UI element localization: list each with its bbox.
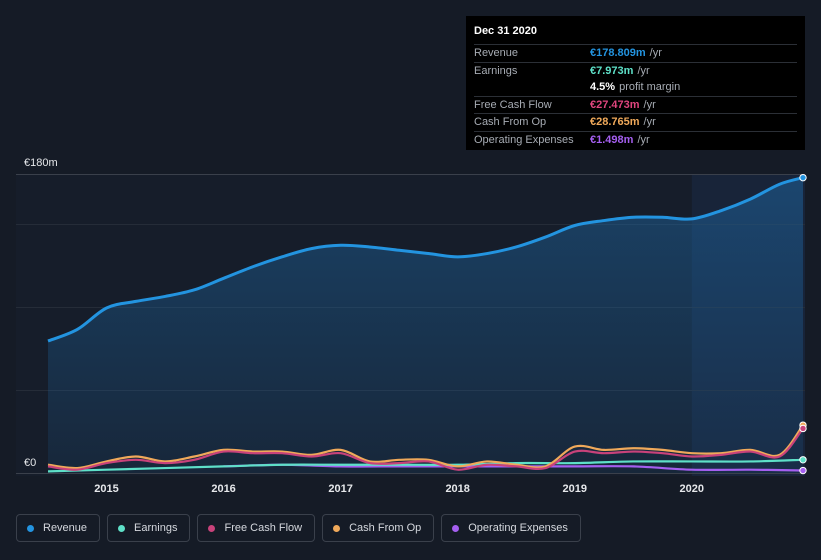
- tooltip-row: Revenue €178.809m/yr: [474, 44, 797, 62]
- tooltip-row-label: Revenue: [474, 47, 519, 59]
- tooltip-row-label: [474, 79, 590, 96]
- x-tick-label: 2018: [445, 483, 469, 495]
- tooltip-row: Earnings €7.973m/yr: [474, 61, 797, 80]
- tooltip-row-unit: profit margin: [619, 81, 681, 93]
- legend-label: Earnings: [134, 522, 178, 534]
- legend-label: Cash From Op: [349, 522, 422, 534]
- tooltip-row-unit: /yr: [637, 64, 650, 77]
- legend-item-operating-expenses[interactable]: Operating Expenses: [441, 514, 581, 542]
- legend-item-revenue[interactable]: Revenue: [16, 514, 101, 542]
- tooltip-date: Dec 31 2020: [474, 25, 537, 37]
- tooltip-row-value: €1.498m: [590, 133, 634, 146]
- tooltip-row: Cash From Op €28.765m/yr: [474, 113, 797, 131]
- legend-label: Free Cash Flow: [224, 522, 303, 534]
- free-cash-flow-endpoint: [799, 424, 807, 433]
- tooltip-row-label: Free Cash Flow: [474, 98, 552, 111]
- free-cash-flow-line: [47, 427, 804, 471]
- legend-dot-icon: [452, 524, 460, 532]
- earnings-line: [47, 458, 804, 473]
- legend-item-earnings[interactable]: Earnings: [107, 514, 191, 542]
- operating-expenses-endpoint: [799, 466, 807, 475]
- legend-label: Revenue: [43, 522, 88, 534]
- earnings-endpoint: [799, 456, 807, 464]
- tooltip-row-value: €178.809m: [590, 47, 646, 59]
- revenue-line: [47, 176, 804, 343]
- tooltip-row: Operating Expenses €1.498m/yr: [474, 130, 797, 149]
- tooltip-row-label: Cash From Op: [474, 116, 547, 128]
- legend-item-free-cash-flow[interactable]: Free Cash Flow: [197, 514, 316, 542]
- legend: Revenue Earnings Free Cash Flow Cash From O…: [16, 514, 581, 542]
- revenue-area: [48, 177, 803, 473]
- tooltip-row-label: Earnings: [474, 64, 518, 77]
- tooltip-row-unit: /yr: [643, 116, 656, 128]
- cash-from-op-line: [47, 424, 804, 470]
- tooltip-row-value: 4.5%: [590, 81, 616, 93]
- x-tick-label: 2015: [94, 483, 118, 495]
- tooltip-row-label: Operating Expenses: [474, 133, 574, 146]
- legend-label: Operating Expenses: [468, 522, 568, 534]
- x-tick-label: 2020: [680, 483, 704, 495]
- y-tick-label-bottom: €0: [24, 457, 36, 469]
- tooltip-row-unit: /yr: [643, 98, 656, 111]
- legend-dot-icon: [208, 524, 216, 532]
- revenue-endpoint: [799, 173, 807, 182]
- legend-dot-icon: [118, 524, 126, 532]
- chart: €180m €0 2015 2016 2017 2018 2019 2020: [16, 157, 807, 495]
- x-tick-label: 2019: [563, 483, 587, 495]
- legend-dot-icon: [333, 524, 341, 532]
- x-tick-label: 2017: [328, 483, 352, 495]
- series-layer: [47, 173, 807, 475]
- tooltip-rows: Revenue €178.809m/yr Earnings €7.973m/yr 4.5…: [474, 44, 797, 148]
- x-tick-label: 2016: [211, 483, 235, 495]
- tooltip-row-value: €27.473m: [590, 98, 640, 111]
- tooltip: Dec 31 2020 Revenue €178.809m/yr Earnings €…: [466, 16, 805, 150]
- tooltip-row: Free Cash Flow €27.473m/yr: [474, 95, 797, 114]
- legend-dot-icon: [27, 524, 34, 532]
- tooltip-row: 4.5% profit margin: [474, 79, 797, 96]
- tooltip-row-unit: /yr: [637, 133, 650, 146]
- tooltip-row-value: €7.973m: [590, 64, 634, 77]
- tooltip-row-value: €28.765m: [590, 116, 640, 128]
- x-axis: 2015 2016 2017 2018 2019 2020: [94, 483, 704, 495]
- legend-item-cash-from-op[interactable]: Cash From Op: [322, 514, 435, 542]
- tooltip-row-unit: /yr: [649, 47, 662, 59]
- y-tick-label-top: €180m: [24, 157, 58, 169]
